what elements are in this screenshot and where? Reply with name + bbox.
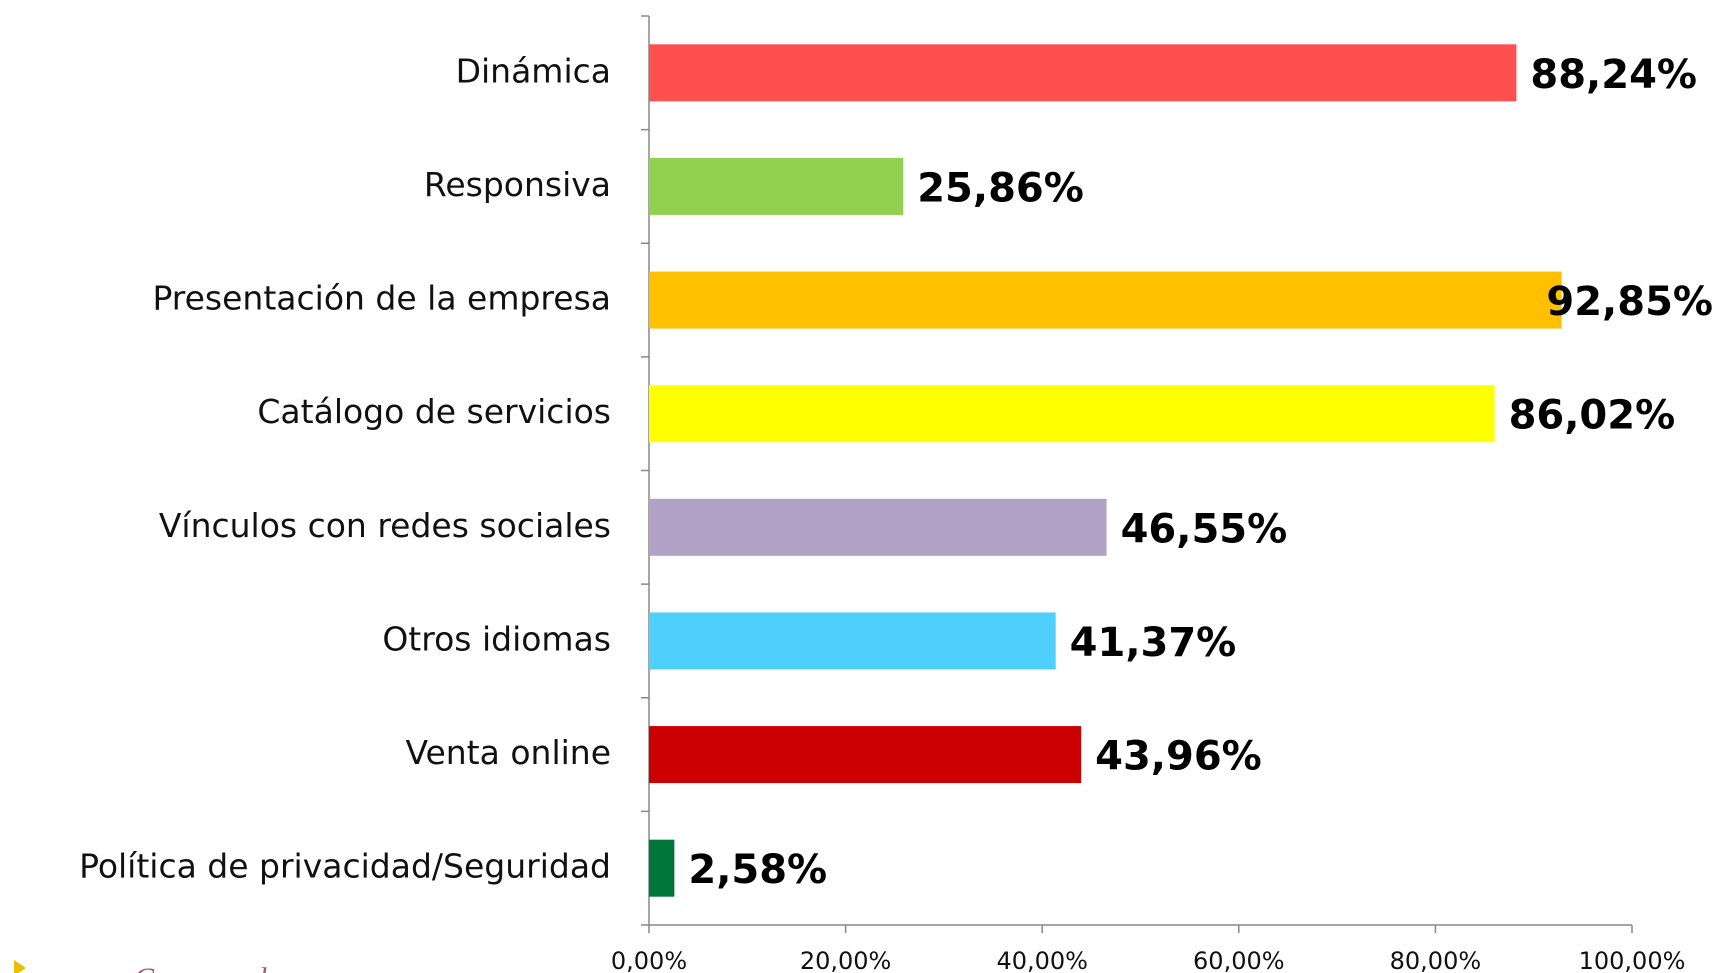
category-label: Catálogo de servicios	[257, 392, 611, 431]
value-label: 43,96%	[1095, 734, 1262, 780]
x-tick-label: 0,00%	[611, 947, 687, 973]
value-label: 2,58%	[688, 847, 827, 893]
category-label: Política de privacidad/Seguridad	[79, 847, 611, 886]
category-label: Otros idiomas	[382, 619, 611, 658]
x-tick-label: 20,00%	[800, 947, 892, 973]
bar	[649, 157, 904, 215]
arrow-icon	[14, 960, 26, 973]
category-label: Presentación de la empresa	[152, 279, 611, 318]
value-label: 86,02%	[1509, 393, 1676, 439]
x-tick-label: 60,00%	[1193, 947, 1285, 973]
x-tick-label: 40,00%	[996, 947, 1088, 973]
x-tick-label: 100,00%	[1579, 947, 1686, 973]
category-label: Vínculos con redes sociales	[159, 506, 611, 545]
value-label: 46,55%	[1121, 506, 1288, 552]
value-label: 88,24%	[1530, 52, 1697, 98]
bar	[649, 839, 675, 897]
bar	[649, 726, 1082, 784]
x-tick-label: 80,00%	[1390, 947, 1482, 973]
bar	[649, 385, 1495, 443]
value-label: 25,86%	[917, 165, 1084, 211]
category-label: Responsiva	[424, 165, 611, 204]
bar	[649, 271, 1562, 329]
bar	[649, 612, 1056, 670]
annotation: Compras de	[134, 962, 280, 973]
bar	[649, 44, 1517, 102]
value-label: 41,37%	[1070, 620, 1237, 666]
category-label: Venta online	[405, 733, 611, 772]
value-label: 92,85%	[1546, 279, 1713, 325]
category-label: Dinámica	[456, 51, 611, 90]
bar	[649, 498, 1107, 556]
